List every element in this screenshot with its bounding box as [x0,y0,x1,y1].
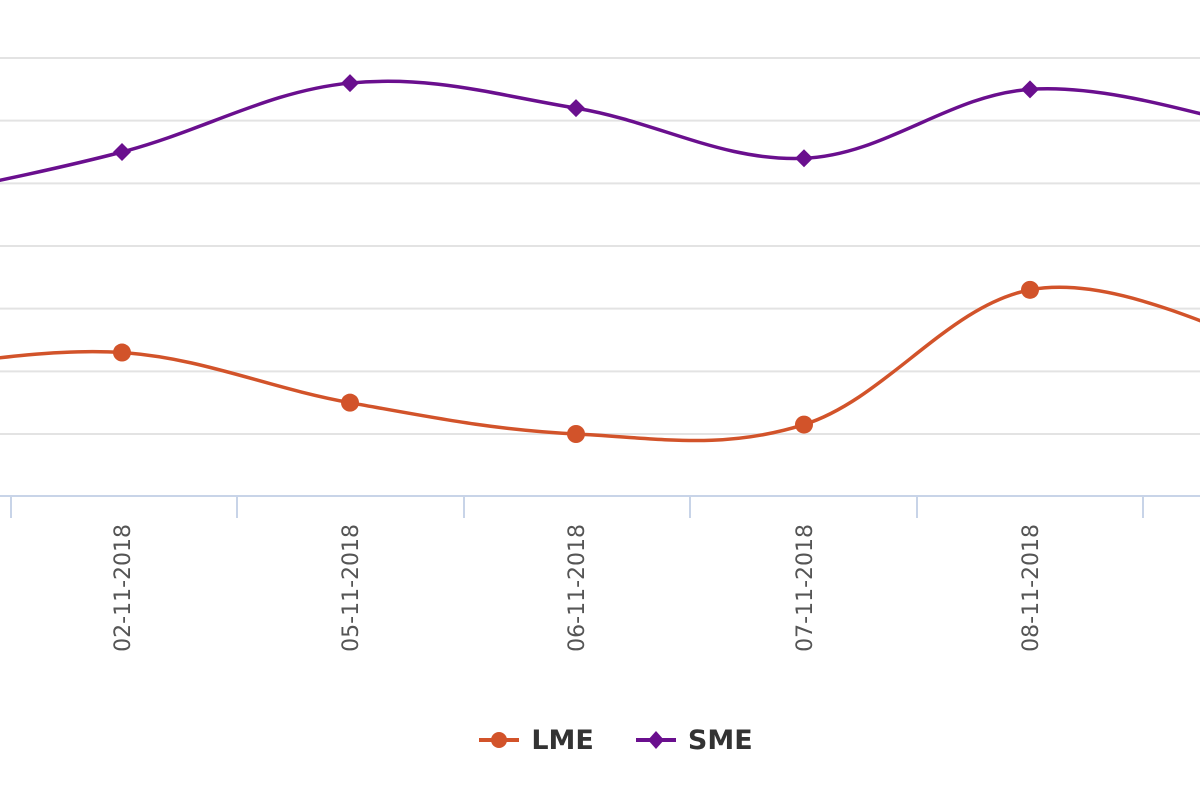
x-tick-label: 07-11-2018 [793,524,818,652]
data-point-lme[interactable] [1021,280,1039,299]
x-tick-label: 08-11-2018 [1019,524,1044,652]
data-point-lme[interactable] [113,343,131,362]
legend-item-lme[interactable]: LME [477,725,594,756]
data-point-sme[interactable] [341,74,359,93]
data-point-sme[interactable] [1021,80,1039,99]
x-tick-label: 06-11-2018 [565,524,590,652]
data-point-sme[interactable] [567,99,585,118]
series-line-lme [0,285,1200,443]
data-point-lme[interactable] [341,393,359,412]
legend-label-lme: LME [531,724,594,756]
x-tick-label: 05-11-2018 [339,524,364,652]
gridlines [0,57,1200,435]
x-axis [0,495,1200,518]
x-tick-label: 02-11-2018 [111,524,136,652]
legend-marker-diamond-icon [635,731,676,749]
data-point-sme[interactable] [795,149,813,168]
data-point-lme[interactable] [795,415,813,434]
legend: LME SME [0,718,1200,762]
legend-label-sme: SME [687,724,753,756]
x-tick-labels: 02-11-2018 05-11-2018 06-11-2018 07-11-2018… [111,524,1044,652]
series-lines [0,74,1200,443]
data-point-sme[interactable] [113,143,131,161]
legend-marker-circle-icon [479,732,520,748]
legend-item-sme[interactable]: SME [634,725,753,756]
data-point-lme[interactable] [567,425,585,443]
